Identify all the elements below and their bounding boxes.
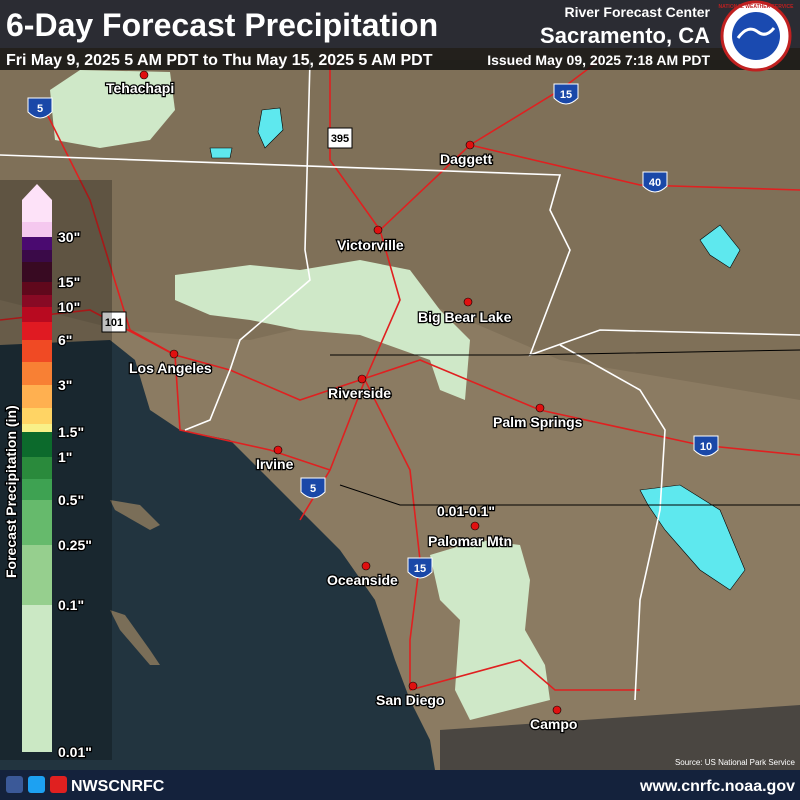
city-label: Palomar Mtn [428,533,512,549]
island [110,500,160,530]
city-labels: Tehachapi Daggett Victorville Big Bear L… [105,79,584,734]
legend-label: 1" [58,449,72,465]
shield-label: 10 [700,441,712,453]
shield-label: 15 [560,89,572,101]
city-label: Victorville [337,237,404,253]
legend-label: 0.01" [58,744,92,760]
city-label: Daggett [440,151,492,167]
terrain [0,60,800,400]
city-dots [139,70,562,715]
logo-text: NATIONAL WEATHER SERVICE [719,4,795,10]
legend-label: 10" [58,299,80,315]
title: 6-Day Forecast Precipitation [6,7,438,43]
city-label: Los Angeles [129,360,212,376]
legend-title: Forecast Precipitation (in) [3,405,19,578]
shield-label: 40 [649,177,661,189]
legend-label: 1.5" [58,424,84,440]
facebook-icon[interactable] [6,776,23,793]
city-label: Big Bear Lake [418,309,512,325]
city-label: Palm Springs [493,414,583,430]
annotation: 0.01-0.1" [437,503,495,519]
boundaries [0,59,800,701]
county-lines [330,349,800,506]
ocean [0,340,440,800]
island [110,610,160,665]
footer-bar [0,770,800,800]
location: Sacramento, CA [540,23,710,48]
legend-label: 0.1" [58,597,84,613]
shield-label: 5 [37,103,43,115]
office: River Forecast Center [564,4,710,20]
city-label: San Diego [376,692,444,708]
legend: 30" 15" 10" 6" 3" 1.5" 1" 0.5" 0.25" 0.1… [0,180,112,761]
precip-areas [50,70,550,720]
legend-label: 0.25" [58,537,92,553]
legend-label: 0.5" [58,492,84,508]
subtitle-bar [0,48,800,70]
social-handle[interactable]: NWSCNRFC [71,778,165,795]
mexico-shade [440,705,800,770]
source: Source: US National Park Service [675,758,796,767]
city-label: Irvine [256,456,294,472]
shield-label: 101 [105,317,123,329]
twitter-icon[interactable] [28,776,45,793]
city-label: Tehachapi [106,80,174,96]
city-label: Campo [530,716,577,732]
city-label: Oceanside [327,572,398,588]
youtube-icon[interactable] [50,776,67,793]
issued: Issued May 09, 2025 7:18 AM PDT [487,52,710,68]
highway-shields: 5 15 395 40 101 10 5 15 [27,83,719,579]
legend-label: 30" [58,229,80,245]
website[interactable]: www.cnrfc.noaa.gov [639,778,795,795]
lakes [209,107,746,591]
shield-label: 15 [414,563,426,575]
city-label: Riverside [328,385,391,401]
legend-label: 15" [58,274,80,290]
legend-label: 3" [58,377,72,393]
title-bar [0,0,800,48]
legend-label: 6" [58,332,72,348]
nws-logo: NATIONAL WEATHER SERVICE [719,0,795,72]
shield-label: 395 [331,133,349,145]
shield-label: 5 [310,483,316,495]
period: Fri May 9, 2025 5 AM PDT to Thu May 15, … [6,52,433,69]
